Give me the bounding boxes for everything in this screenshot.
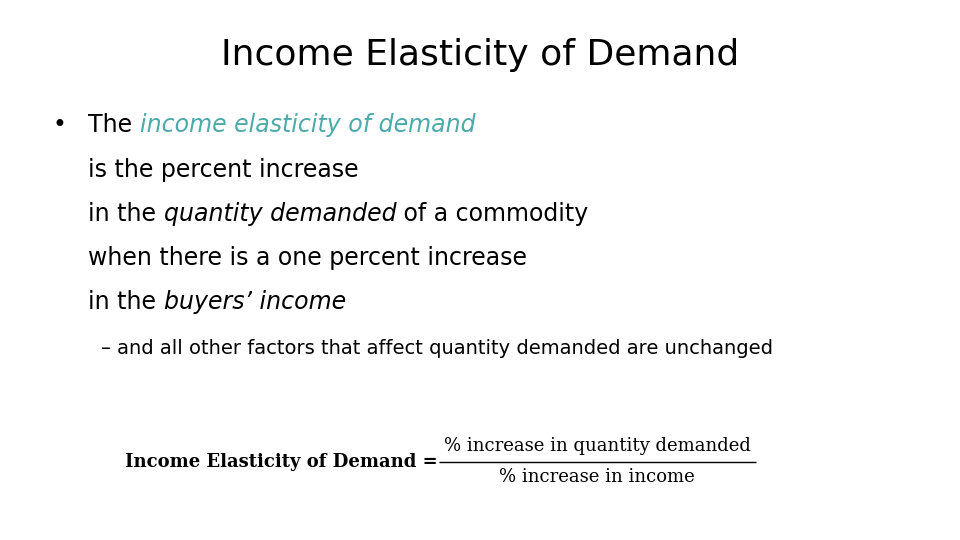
Text: •: •	[53, 113, 66, 137]
Text: % increase in income: % increase in income	[499, 468, 695, 486]
Text: % increase in quantity demanded: % increase in quantity demanded	[444, 437, 751, 455]
Text: Income Elasticity of Demand: Income Elasticity of Demand	[221, 38, 739, 72]
Text: quantity demanded: quantity demanded	[164, 202, 396, 226]
Text: is the percent increase: is the percent increase	[88, 158, 359, 181]
Text: income elasticity of demand: income elasticity of demand	[140, 113, 475, 137]
Text: – and all other factors that affect quantity demanded are unchanged: – and all other factors that affect quan…	[101, 339, 773, 357]
Text: Income Elasticity of Demand =: Income Elasticity of Demand =	[125, 453, 444, 471]
Text: when there is a one percent increase: when there is a one percent increase	[88, 246, 527, 270]
Text: in the: in the	[88, 202, 164, 226]
Text: in the: in the	[88, 291, 164, 314]
Text: of a commodity: of a commodity	[396, 202, 588, 226]
Text: buyers’ income: buyers’ income	[164, 291, 346, 314]
Text: The: The	[88, 113, 140, 137]
